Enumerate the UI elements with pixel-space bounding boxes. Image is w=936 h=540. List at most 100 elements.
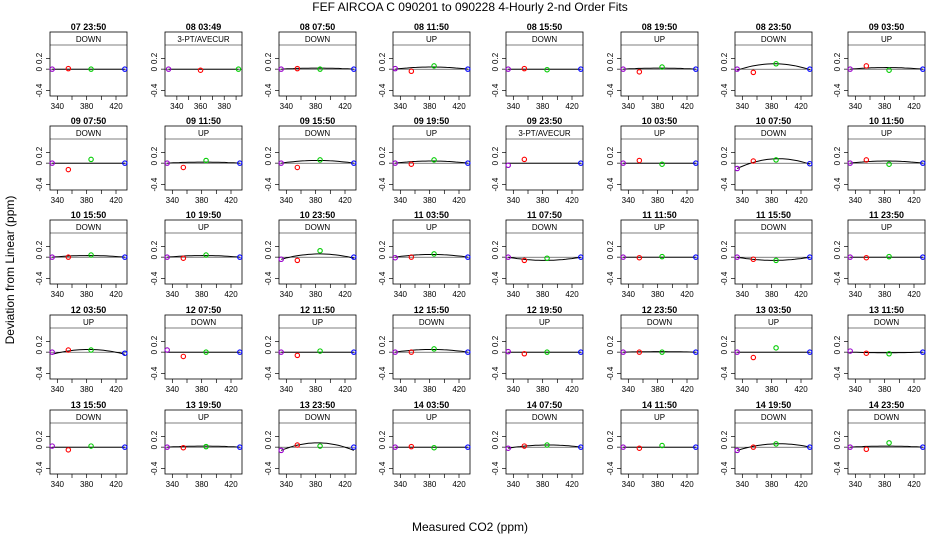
x-tick-label: 340: [280, 290, 294, 299]
panel-frame: [620, 314, 699, 380]
x-tick-label: 380: [309, 196, 323, 205]
panel-direction-label: DOWN: [532, 35, 558, 44]
x-tick-label: 340: [622, 196, 636, 205]
panel-direction-label: 3-PT/AVECUR: [177, 35, 230, 44]
data-point: [65, 254, 72, 260]
y-tick-label: 0: [150, 254, 159, 259]
x-tick-label: 340: [849, 196, 863, 205]
data-point: [620, 254, 626, 260]
x-tick-label: 420: [565, 290, 579, 299]
panel-title: 12 15:50: [414, 305, 450, 315]
panel-frame: [164, 314, 243, 380]
data-point: [351, 160, 357, 166]
y-tick-label: -0.4: [833, 83, 842, 97]
data-point: [294, 442, 301, 448]
panel-frame: [392, 219, 471, 285]
data-point: [544, 255, 550, 261]
panel-frame: [620, 31, 699, 97]
panel-title: 09 15:50: [300, 116, 336, 126]
panel-direction-label: UP: [881, 35, 892, 44]
panel-direction-label: DOWN: [76, 223, 102, 232]
panel-frame: [620, 125, 699, 191]
x-tick-label: 340: [394, 196, 408, 205]
y-tick-label: 0: [378, 66, 387, 71]
data-point: [920, 349, 926, 355]
panel-frame: [278, 31, 357, 97]
y-tick-label: 0: [264, 160, 273, 165]
data-point: [278, 160, 284, 166]
y-tick-label: -0.4: [264, 271, 273, 285]
y-tick-label: -0.4: [150, 366, 159, 380]
panel-direction-label: DOWN: [532, 223, 558, 232]
y-tick-label: 0: [833, 254, 842, 259]
x-tick-label: 380: [423, 480, 437, 489]
x-tick-label: 380: [765, 196, 779, 205]
panel: 09 23:50 3-PT/AVECUR -0.4 0 0.2 340 380 420: [491, 116, 584, 205]
y-tick-label: 0.2: [606, 430, 615, 442]
panel: 09 07:50 DOWN -0.4 0 0.2 340 380 420: [35, 116, 128, 205]
panel-title: 11 15:50: [756, 210, 791, 220]
fit-curve: [736, 158, 810, 169]
panel: 10 07:50 DOWN -0.4 0 0.2 340 380 420: [720, 116, 813, 205]
x-axis-label: Measured CO2 (ppm): [412, 520, 528, 534]
panel-direction-label: UP: [654, 35, 665, 44]
panel: 08 07:50 DOWN -0.4 0 0.2 340 380 420: [264, 22, 357, 111]
data-point: [505, 348, 511, 355]
y-tick-label: 0: [35, 66, 44, 71]
data-point: [807, 66, 813, 72]
y-tick-label: 0: [491, 349, 500, 354]
data-point: [237, 444, 243, 450]
data-point: [408, 443, 415, 450]
data-point: [659, 442, 665, 449]
x-tick-label: 420: [794, 196, 808, 205]
panel-frame: [734, 125, 813, 191]
data-point: [294, 65, 301, 72]
y-tick-label: 0: [606, 349, 615, 354]
panels-grid: 07 23:50 DOWN -0.4 0 0.2 340 380 420 08 03:49 3-P…: [35, 22, 926, 489]
panel-title: 09 07:50: [71, 116, 107, 126]
x-tick-label: 420: [452, 290, 466, 299]
fit-curve: [850, 351, 923, 354]
data-point: [65, 447, 72, 453]
panel-frame: [49, 314, 128, 380]
data-point: [65, 65, 72, 72]
data-point: [847, 254, 853, 260]
y-tick-label: -0.4: [378, 177, 387, 191]
x-tick-label: 340: [51, 196, 65, 205]
data-point: [164, 160, 170, 166]
x-tick-label: 380: [878, 480, 892, 489]
panel-direction-label: UP: [881, 223, 892, 232]
x-tick-label: 420: [452, 480, 466, 489]
y-tick-label: 0.2: [833, 146, 842, 158]
data-point: [521, 351, 528, 357]
x-tick-label: 420: [794, 385, 808, 394]
fit-curve: [281, 67, 354, 70]
panel-title: 10 19:50: [186, 210, 222, 220]
data-point: [351, 444, 357, 450]
y-tick-label: -0.4: [606, 271, 615, 285]
data-point: [521, 443, 528, 449]
panel-title: 10 11:50: [869, 116, 904, 126]
panel-direction-label: UP: [654, 223, 665, 232]
y-tick-label: 0.2: [720, 146, 729, 158]
x-tick-label: 340: [280, 480, 294, 489]
data-point: [465, 349, 471, 355]
y-tick-label: 0.2: [35, 52, 44, 64]
panel-title: 12 23:50: [642, 305, 678, 315]
data-point: [88, 252, 94, 258]
x-tick-label: 380: [651, 196, 665, 205]
data-point: [65, 166, 72, 173]
y-tick-label: 0: [491, 254, 500, 259]
panel-title: 13 11:50: [869, 305, 904, 315]
y-tick-label: -0.4: [720, 461, 729, 475]
y-tick-label: -0.4: [264, 83, 273, 97]
y-tick-label: 0: [606, 160, 615, 165]
x-tick-label: 420: [338, 290, 352, 299]
panel-direction-label: DOWN: [305, 223, 331, 232]
panel: 09 03:50 UP -0.4 0 0.2 340 380 420: [833, 22, 926, 111]
panel: 10 19:50 UP -0.4 0 0.2 340 380 420: [150, 210, 243, 299]
data-point: [203, 252, 209, 258]
panel-direction-label: 3-PT/AVECUR: [518, 129, 571, 138]
panel-direction-label: DOWN: [76, 35, 102, 44]
data-point: [847, 444, 853, 450]
